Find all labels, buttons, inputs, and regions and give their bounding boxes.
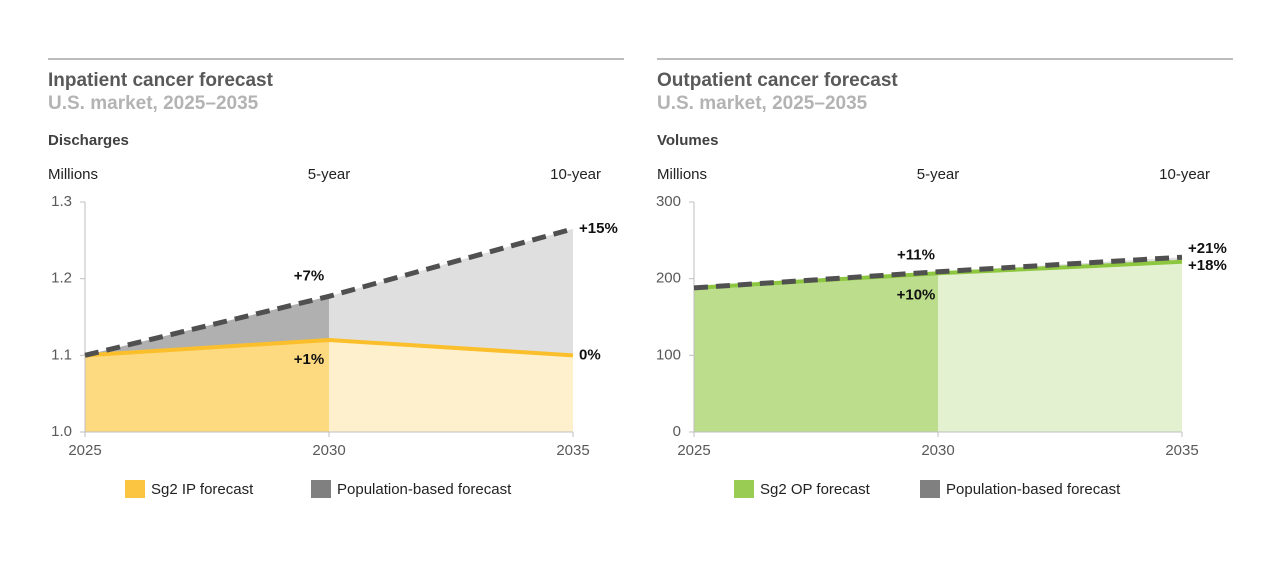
legend-label: Sg2 OP forecast <box>760 481 871 498</box>
legend-swatch <box>734 480 754 498</box>
legend-swatch <box>311 480 331 498</box>
y-tick-label: 100 <box>656 346 681 363</box>
unit-label: Millions <box>657 166 707 183</box>
forecast-area <box>329 340 573 432</box>
change-label: +7% <box>294 267 324 284</box>
x-tick-label: 2025 <box>68 442 101 459</box>
x-tick-label: 2035 <box>1165 442 1198 459</box>
y-tick-label: 1.2 <box>51 270 72 287</box>
x-tick-label: 2035 <box>556 442 589 459</box>
chart-subtitle: U.S. market, 2025–2035 <box>657 93 868 114</box>
forecast-area <box>85 340 329 432</box>
chart-title: Outpatient cancer forecast <box>657 70 898 91</box>
x-tick-label: 2025 <box>677 442 710 459</box>
horizon-label: 10-year <box>550 166 601 183</box>
horizon-label: 5-year <box>308 166 351 183</box>
gap-area <box>85 296 329 356</box>
forecast-area <box>938 261 1182 432</box>
change-label: +18% <box>1188 257 1227 274</box>
y-tick-label: 300 <box>656 193 681 210</box>
series-line <box>84 226 574 358</box>
chart-title: Inpatient cancer forecast <box>48 70 274 91</box>
measure-label: Discharges <box>48 132 129 149</box>
change-label: +11% <box>897 247 935 264</box>
legend-label: Sg2 IP forecast <box>151 481 254 498</box>
horizon-label: 10-year <box>1159 166 1210 183</box>
change-label: +1% <box>294 351 324 368</box>
y-tick-label: 1.0 <box>51 423 72 440</box>
y-tick-label: 1.3 <box>51 193 72 210</box>
y-tick-label: 0 <box>673 423 681 440</box>
unit-label: Millions <box>48 166 98 183</box>
legend-swatch <box>920 480 940 498</box>
gap-area <box>329 228 573 356</box>
series-line <box>693 254 1183 291</box>
legend-swatch <box>125 480 145 498</box>
change-label: 0% <box>579 346 601 363</box>
horizon-label: 5-year <box>917 166 960 183</box>
chart-subtitle: U.S. market, 2025–2035 <box>48 93 259 114</box>
y-tick-label: 200 <box>656 270 681 287</box>
x-tick-label: 2030 <box>921 442 954 459</box>
change-label: +10% <box>897 286 936 303</box>
change-label: +21% <box>1188 240 1227 257</box>
change-label: +15% <box>579 220 618 237</box>
forecast-area <box>694 273 938 432</box>
legend-label: Population-based forecast <box>946 481 1121 498</box>
measure-label: Volumes <box>657 132 718 149</box>
y-tick-label: 1.1 <box>51 346 72 363</box>
legend-label: Population-based forecast <box>337 481 512 498</box>
x-tick-label: 2030 <box>312 442 345 459</box>
series-line <box>84 337 574 358</box>
